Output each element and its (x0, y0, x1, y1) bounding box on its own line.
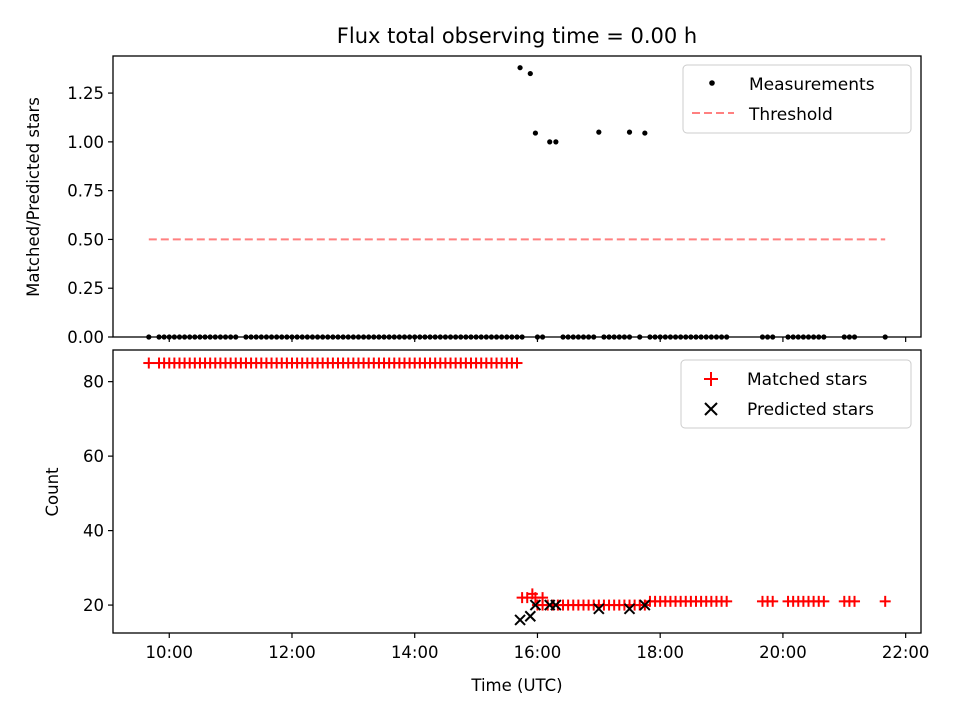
bottom-y-tick-label: 80 (83, 373, 104, 392)
bottom-x-tick-label: 16:00 (514, 643, 562, 662)
matched-star-point (767, 595, 779, 607)
bottom-x-tick-label: 20:00 (759, 643, 807, 662)
predicted-star-point (524, 610, 537, 622)
bottom-y-tick-label: 40 (83, 522, 104, 541)
bottom-x-ticks: 10:00 12:00 14:00 16:00 18:00 20:00 22:00 (145, 633, 929, 662)
top-y-tick-label: 0.50 (67, 230, 104, 249)
measurement-point (517, 65, 523, 71)
top-legend: Measurements Threshold (682, 64, 912, 134)
legend-measurements-marker (709, 80, 715, 86)
legend-predicted-label: Predicted stars (747, 400, 874, 420)
bottom-axes-frame (112, 349, 922, 634)
predicted-star-point (514, 614, 526, 626)
bottom-y-ticks: 20 40 60 80 (83, 373, 113, 615)
predicted-star-point (550, 599, 562, 611)
bottom-legend-box (680, 359, 912, 429)
bottom-panel: 10:00 12:00 14:00 16:00 18:00 20:00 22:00 20 40… (43, 349, 929, 695)
top-y-tick-label: 0.25 (67, 279, 104, 298)
top-panel: 0.00 0.25 0.50 0.75 1.00 1.25 Matched/Predict… (24, 55, 922, 347)
legend-measurements-label: Measurements (749, 75, 875, 95)
legend-matched-marker (704, 372, 718, 386)
top-x-ticks (168, 337, 907, 342)
predicted-star-point (593, 603, 605, 615)
matched-star-point (526, 588, 538, 600)
matched-star-point (721, 595, 733, 607)
top-y-tick-label: 1.00 (67, 133, 104, 152)
top-y-tick-label: 1.25 (67, 84, 104, 103)
bottom-x-axis-label: Time (UTC) (470, 676, 562, 695)
matched-star-point (849, 595, 861, 607)
top-y-ticks: 0.00 0.25 0.50 0.75 1.00 1.25 (67, 84, 113, 347)
matched-star-point (143, 357, 155, 369)
measurement-point (547, 139, 553, 145)
bottom-x-tick-label: 22:00 (882, 643, 930, 662)
bottom-y-tick-label: 60 (83, 447, 104, 466)
legend-predicted-marker (704, 402, 718, 416)
measurement-point (642, 130, 648, 136)
predicted-star-point (639, 599, 651, 611)
top-y-tick-label: 0.00 (67, 328, 104, 347)
bottom-x-tick-label: 14:00 (391, 643, 439, 662)
top-plot-area (146, 65, 888, 340)
matched-star-point (818, 595, 830, 607)
chart-title: Flux total observing time = 0.00 h (337, 24, 697, 48)
bottom-y-axis-label: Count (43, 467, 62, 517)
top-y-tick-label: 0.75 (67, 182, 104, 201)
top-legend-box (682, 64, 912, 134)
measurement-point (532, 130, 539, 136)
bottom-x-tick-label: 10:00 (145, 643, 193, 662)
matched-star-point (879, 595, 891, 607)
legend-threshold-label: Threshold (748, 105, 833, 125)
bottom-x-tick-label: 18:00 (636, 643, 684, 662)
predicted-star-point (529, 599, 542, 611)
top-y-axis-label: Matched/Predicted stars (24, 97, 43, 297)
measurement-point (527, 70, 533, 77)
bottom-y-tick-label: 20 (83, 596, 104, 615)
matched-star-point (511, 357, 523, 369)
bottom-x-tick-label: 12:00 (268, 643, 316, 662)
measurement-point (596, 129, 602, 135)
bottom-legend: Matched stars Predicted stars (680, 359, 912, 429)
top-axes-frame (112, 55, 922, 338)
bottom-plot-area (143, 357, 891, 626)
measurement-point (553, 139, 559, 145)
measurement-point (626, 129, 633, 135)
predicted-star-point (623, 603, 636, 615)
legend-matched-label: Matched stars (747, 370, 867, 390)
